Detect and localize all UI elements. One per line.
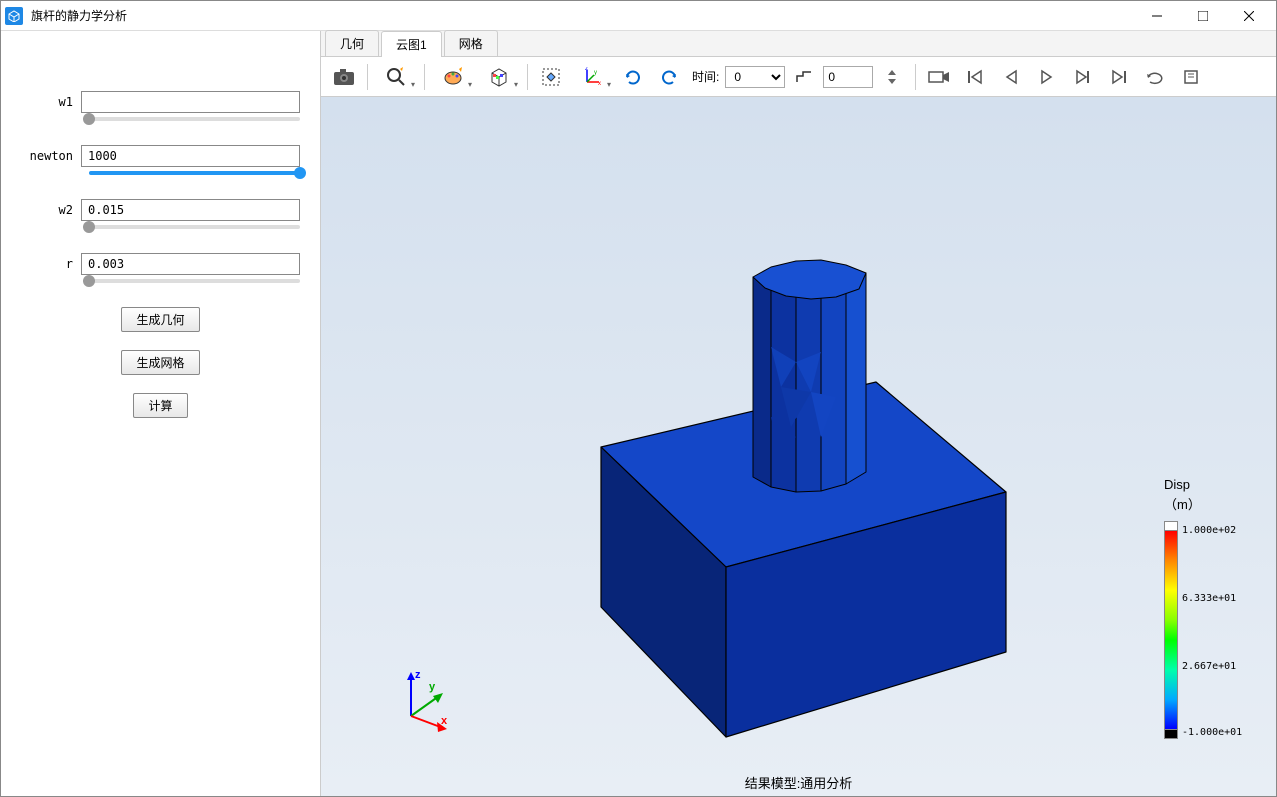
compute-button[interactable]: 计算 [133,393,187,418]
svg-text:y: y [429,681,436,693]
next-frame-icon[interactable] [1066,62,1100,92]
loop-icon[interactable] [1138,62,1172,92]
param-label-newton: newton [21,149,81,163]
param-label-w1: w1 [21,95,81,109]
slider-w2[interactable] [89,225,300,229]
record-icon[interactable] [922,62,956,92]
zoom-icon[interactable]: ▾ [374,62,418,92]
legend-unit: （m） [1164,494,1264,513]
param-input-newton[interactable] [81,145,300,167]
main-area: 几何 云图1 网格 ▾ ▾ ▾ zxy▾ 时间: 0 [321,31,1276,796]
svg-text:x: x [441,715,448,727]
param-label-w2: w2 [21,203,81,217]
legend-gradient [1164,530,1178,730]
svg-text:y: y [594,70,597,76]
titlebar: 旗杆的静力学分析 [1,1,1276,31]
last-frame-icon[interactable] [1102,62,1136,92]
app-body: w1 newton w2 r 生成几何 生成网格 计算 [1,31,1276,796]
param-input-r[interactable] [81,253,300,275]
slider-newton[interactable] [89,171,300,175]
rotate-cw-icon[interactable] [652,62,686,92]
step-icon[interactable] [787,62,821,92]
close-button[interactable] [1226,1,1272,31]
export-icon[interactable] [1174,62,1208,92]
window-title: 旗杆的静力学分析 [31,7,1134,24]
param-input-w2[interactable] [81,199,300,221]
app-window: 旗杆的静力学分析 w1 newton w2 [0,0,1277,797]
rotate-ccw-icon[interactable] [616,62,650,92]
legend-tick: 6.333e+01 [1182,593,1236,604]
camera-icon[interactable] [327,62,361,92]
color-legend: Disp （m） 1.000e+02 6.333e+01 2.667e+01 [1164,477,1264,741]
app-icon [5,7,23,25]
maximize-button[interactable] [1180,1,1226,31]
cube-color-icon[interactable]: ▾ [477,62,521,92]
model-render [321,97,1276,796]
param-input-w1[interactable] [81,91,300,113]
param-label-r: r [21,257,81,271]
legend-title: Disp [1164,477,1264,492]
tab-geometry[interactable]: 几何 [325,30,379,56]
slider-r[interactable] [89,279,300,283]
slider-w1[interactable] [89,117,300,121]
legend-tick: 2.667e+01 [1182,661,1236,672]
viewport-3d[interactable]: z y x Disp （m） [321,97,1276,796]
first-frame-icon[interactable] [958,62,992,92]
fit-view-icon[interactable] [534,62,568,92]
tab-mesh[interactable]: 网格 [444,30,498,56]
sidebar: w1 newton w2 r 生成几何 生成网格 计算 [1,31,321,796]
legend-tick: 1.000e+02 [1182,525,1236,536]
axis-triad: z y x [391,666,461,736]
viewport-caption: 结果模型:通用分析 [745,773,853,792]
window-controls [1134,1,1272,31]
play-icon[interactable] [1030,62,1064,92]
svg-text:z: z [415,669,421,681]
paint-icon[interactable]: ▾ [431,62,475,92]
tab-contour[interactable]: 云图1 [381,31,442,57]
generate-mesh-button[interactable]: 生成网格 [121,350,199,375]
svg-text:x: x [598,81,601,87]
svg-text:z: z [585,67,588,72]
legend-under-color [1164,729,1178,739]
generate-geometry-button[interactable]: 生成几何 [121,307,199,332]
time-select[interactable]: 0 [725,66,785,88]
step-input[interactable] [823,66,873,88]
toolbar: ▾ ▾ ▾ zxy▾ 时间: 0 [321,57,1276,97]
minimize-button[interactable] [1134,1,1180,31]
time-label: 时间: [692,68,719,85]
prev-frame-icon[interactable] [994,62,1028,92]
tab-bar: 几何 云图1 网格 [321,31,1276,57]
axes-icon[interactable]: zxy▾ [570,62,614,92]
legend-tick: -1.000e+01 [1182,727,1242,738]
step-up-down-icon[interactable] [875,62,909,92]
